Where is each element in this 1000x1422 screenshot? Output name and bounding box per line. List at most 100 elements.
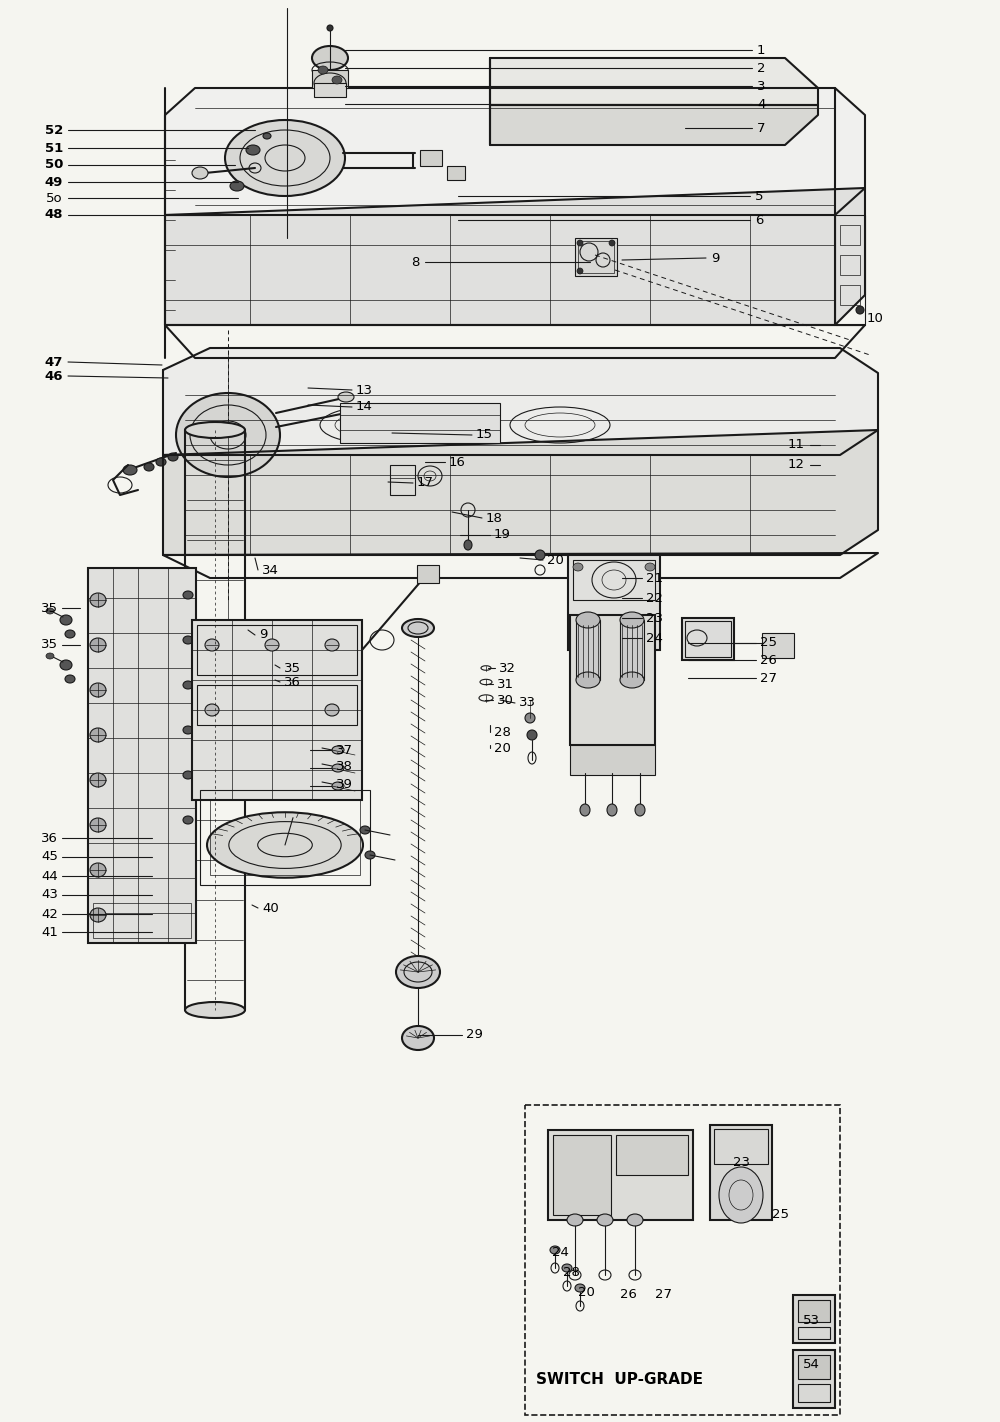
Text: SWITCH  UP-GRADE: SWITCH UP-GRADE <box>536 1372 704 1388</box>
Text: 43: 43 <box>41 889 58 902</box>
Ellipse shape <box>856 306 864 314</box>
Text: 51: 51 <box>45 142 63 155</box>
Bar <box>840 255 860 274</box>
Ellipse shape <box>183 592 193 599</box>
Text: 35: 35 <box>41 638 58 651</box>
Ellipse shape <box>620 673 644 688</box>
Text: 27: 27 <box>760 671 777 684</box>
Bar <box>682 619 734 660</box>
Ellipse shape <box>156 458 166 466</box>
Text: 21: 21 <box>646 572 663 584</box>
Text: 31: 31 <box>497 677 514 691</box>
Bar <box>835 215 865 326</box>
Ellipse shape <box>719 1167 763 1223</box>
Ellipse shape <box>60 614 72 626</box>
Text: 13: 13 <box>356 384 373 397</box>
Ellipse shape <box>90 863 106 877</box>
Ellipse shape <box>183 771 193 779</box>
Ellipse shape <box>360 826 370 833</box>
Bar <box>314 82 346 97</box>
Text: 8: 8 <box>412 256 420 269</box>
Ellipse shape <box>338 392 354 402</box>
Text: 11: 11 <box>788 438 805 452</box>
Text: 37: 37 <box>336 744 353 757</box>
Bar <box>88 567 196 943</box>
Ellipse shape <box>207 812 363 877</box>
Ellipse shape <box>183 636 193 644</box>
Ellipse shape <box>90 728 106 742</box>
Text: 35: 35 <box>284 661 301 674</box>
Ellipse shape <box>205 704 219 717</box>
Bar <box>710 1125 772 1220</box>
Text: 23: 23 <box>733 1156 750 1169</box>
Ellipse shape <box>550 1246 560 1254</box>
Ellipse shape <box>90 593 106 607</box>
Ellipse shape <box>576 673 600 688</box>
Ellipse shape <box>183 681 193 690</box>
Ellipse shape <box>525 712 535 722</box>
Text: 17: 17 <box>417 476 434 489</box>
Bar <box>192 620 362 801</box>
Ellipse shape <box>332 747 344 754</box>
Ellipse shape <box>627 1214 643 1226</box>
Polygon shape <box>490 105 818 145</box>
Ellipse shape <box>402 1027 434 1049</box>
Bar <box>578 240 614 273</box>
Text: 29: 29 <box>466 1028 483 1041</box>
Bar <box>685 621 731 657</box>
Bar <box>798 1384 830 1402</box>
Bar <box>568 555 660 650</box>
Ellipse shape <box>65 675 75 683</box>
Ellipse shape <box>325 704 339 717</box>
Text: 20: 20 <box>547 553 564 566</box>
Bar <box>840 225 860 245</box>
Bar <box>570 614 655 745</box>
Ellipse shape <box>230 181 244 191</box>
Text: 14: 14 <box>356 401 373 414</box>
Bar <box>798 1355 830 1379</box>
Ellipse shape <box>527 729 537 739</box>
Polygon shape <box>163 348 878 455</box>
Ellipse shape <box>183 816 193 823</box>
Bar <box>197 626 357 675</box>
Ellipse shape <box>597 1214 613 1226</box>
Ellipse shape <box>635 803 645 816</box>
Text: 24: 24 <box>552 1247 569 1260</box>
Text: 27: 27 <box>655 1288 672 1301</box>
Ellipse shape <box>332 782 344 791</box>
Text: 10: 10 <box>867 311 884 324</box>
Text: 18: 18 <box>486 512 503 525</box>
Ellipse shape <box>607 803 617 816</box>
Ellipse shape <box>645 563 655 572</box>
Bar <box>340 402 500 444</box>
Text: 19: 19 <box>494 529 511 542</box>
Text: 35: 35 <box>41 602 58 614</box>
Ellipse shape <box>46 609 54 614</box>
Ellipse shape <box>185 422 245 438</box>
Ellipse shape <box>60 660 72 670</box>
Text: 4: 4 <box>757 98 765 111</box>
Ellipse shape <box>90 909 106 921</box>
Ellipse shape <box>332 75 342 84</box>
Polygon shape <box>165 188 865 326</box>
Bar <box>798 1300 830 1322</box>
Ellipse shape <box>183 727 193 734</box>
Ellipse shape <box>246 145 260 155</box>
Bar <box>447 166 465 181</box>
Text: 32: 32 <box>499 661 516 674</box>
Ellipse shape <box>396 956 440 988</box>
Text: 6: 6 <box>755 213 763 226</box>
Text: 45: 45 <box>41 850 58 863</box>
Bar <box>840 284 860 304</box>
Text: 47: 47 <box>45 356 63 368</box>
Ellipse shape <box>90 638 106 653</box>
Text: 28: 28 <box>494 725 511 738</box>
Bar <box>553 1135 611 1214</box>
Ellipse shape <box>65 630 75 638</box>
Ellipse shape <box>577 240 583 246</box>
Text: 16: 16 <box>449 455 466 468</box>
Text: 15: 15 <box>476 428 493 441</box>
Text: 12: 12 <box>788 458 805 472</box>
Bar <box>210 801 360 875</box>
Ellipse shape <box>562 1264 572 1273</box>
